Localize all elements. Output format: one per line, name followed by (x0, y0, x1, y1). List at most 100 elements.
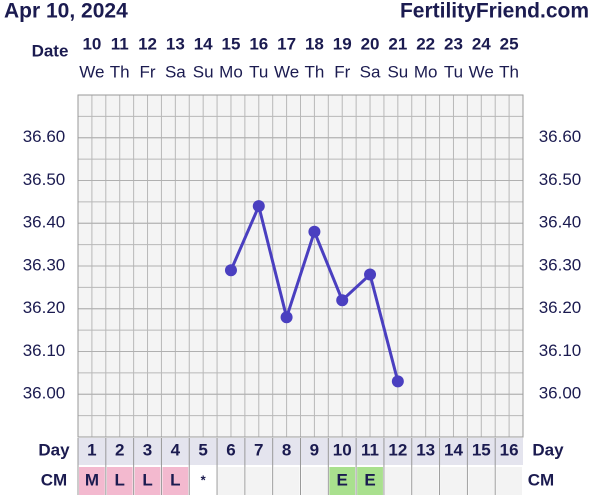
temperature-point (280, 311, 293, 324)
cm-code: E (337, 470, 348, 489)
weekday-label: We (79, 62, 104, 81)
cm-code: M (85, 470, 99, 489)
cm-code: L (115, 470, 125, 489)
day-label: 9 (310, 440, 319, 459)
y-tick-label: 36.10 (23, 341, 66, 360)
weekday-label: Fr (334, 62, 350, 81)
cm-cell (134, 467, 161, 495)
day-label: 1 (87, 440, 96, 459)
date-label: 21 (388, 34, 407, 53)
cm-cell (384, 467, 411, 495)
cm-code: * (201, 472, 207, 487)
date-label: 19 (333, 34, 352, 53)
cm-cell (218, 467, 244, 495)
day-label: 6 (226, 440, 235, 459)
y-tick-label: 36.60 (539, 127, 582, 146)
weekday-label: Mo (414, 62, 438, 81)
cm-cell (357, 467, 383, 495)
y-tick-label: 36.30 (23, 255, 66, 274)
day-label: 3 (143, 440, 152, 459)
weekday-label: Fr (140, 62, 156, 81)
temperature-point (336, 294, 349, 307)
y-tick-label: 36.50 (539, 170, 582, 189)
y-tick-label: 36.20 (23, 298, 66, 317)
cm-code: L (170, 470, 180, 489)
temperature-point (252, 200, 265, 213)
cm-cell (273, 467, 300, 495)
y-tick-label: 36.40 (539, 213, 582, 232)
date-label: 18 (305, 34, 324, 53)
day-label: 10 (333, 440, 352, 459)
cm-cell (496, 467, 522, 495)
date-row-label: Date (32, 41, 69, 60)
day-label: 14 (444, 440, 463, 459)
date-label: 10 (82, 34, 101, 53)
date-label: 20 (361, 34, 380, 53)
plot-border (77, 94, 524, 438)
weekday-label: Mo (219, 62, 243, 81)
weekday-label: We (274, 62, 299, 81)
weekday-label: Sa (360, 62, 381, 81)
date-label: 25 (500, 34, 519, 53)
cm-cell (245, 467, 272, 495)
temperature-point (308, 225, 321, 238)
date-label: 11 (111, 34, 129, 53)
weekday-label: Tu (249, 62, 268, 81)
y-tick-label: 36.10 (539, 341, 582, 360)
cm-code: L (142, 470, 152, 489)
day-row-label: Day (532, 440, 564, 459)
cm-cell (106, 467, 133, 495)
weekday-label: Sa (165, 62, 186, 81)
day-label: 5 (198, 440, 207, 459)
temperature-point (364, 268, 377, 281)
date-label: 16 (249, 34, 268, 53)
weekday-label: Th (499, 62, 519, 81)
day-label: 15 (472, 440, 491, 459)
day-label: 13 (416, 440, 435, 459)
date-label: 13 (166, 34, 185, 53)
day-label: 8 (282, 440, 291, 459)
date-label: 22 (416, 34, 435, 53)
cm-cell (329, 467, 356, 495)
weekday-label: Th (110, 62, 130, 81)
y-tick-label: 36.50 (23, 170, 66, 189)
date-label: 23 (444, 34, 463, 53)
cm-code: E (364, 470, 375, 489)
day-label: 12 (388, 440, 407, 459)
day-label: 2 (115, 440, 124, 459)
y-tick-label: 36.60 (23, 127, 66, 146)
date-label: 14 (194, 34, 213, 53)
y-tick-label: 36.30 (539, 255, 582, 274)
cm-cell (440, 467, 467, 495)
y-tick-label: 36.20 (539, 298, 582, 317)
day-row-label: Day (38, 440, 70, 459)
site-name: FertilityFriend.com (400, 0, 589, 23)
day-label: 11 (361, 440, 379, 459)
temperature-point (391, 375, 404, 388)
y-tick-label: 36.40 (23, 213, 66, 232)
chart-date: Apr 10, 2024 (4, 0, 128, 23)
temperature-point (224, 264, 237, 277)
date-label: 12 (138, 34, 157, 53)
cm-cell (412, 467, 439, 495)
cm-row-label: CM (528, 470, 554, 489)
weekday-label: Th (304, 62, 324, 81)
weekday-label: Tu (444, 62, 463, 81)
y-tick-label: 36.00 (23, 384, 66, 403)
date-label: 24 (472, 34, 491, 53)
date-label: 17 (277, 34, 296, 53)
date-label: 15 (222, 34, 241, 53)
y-tick-label: 36.00 (539, 384, 582, 403)
day-label: 4 (171, 440, 181, 459)
cm-cell (79, 467, 105, 495)
cm-cell (190, 467, 217, 495)
weekday-label: Su (193, 62, 214, 81)
cm-cell (301, 467, 328, 495)
cm-row-label: CM (41, 470, 67, 489)
cm-cell (468, 467, 495, 495)
day-label: 16 (500, 440, 519, 459)
weekday-label: We (469, 62, 494, 81)
day-label: 7 (254, 440, 263, 459)
cm-cell (162, 467, 189, 495)
